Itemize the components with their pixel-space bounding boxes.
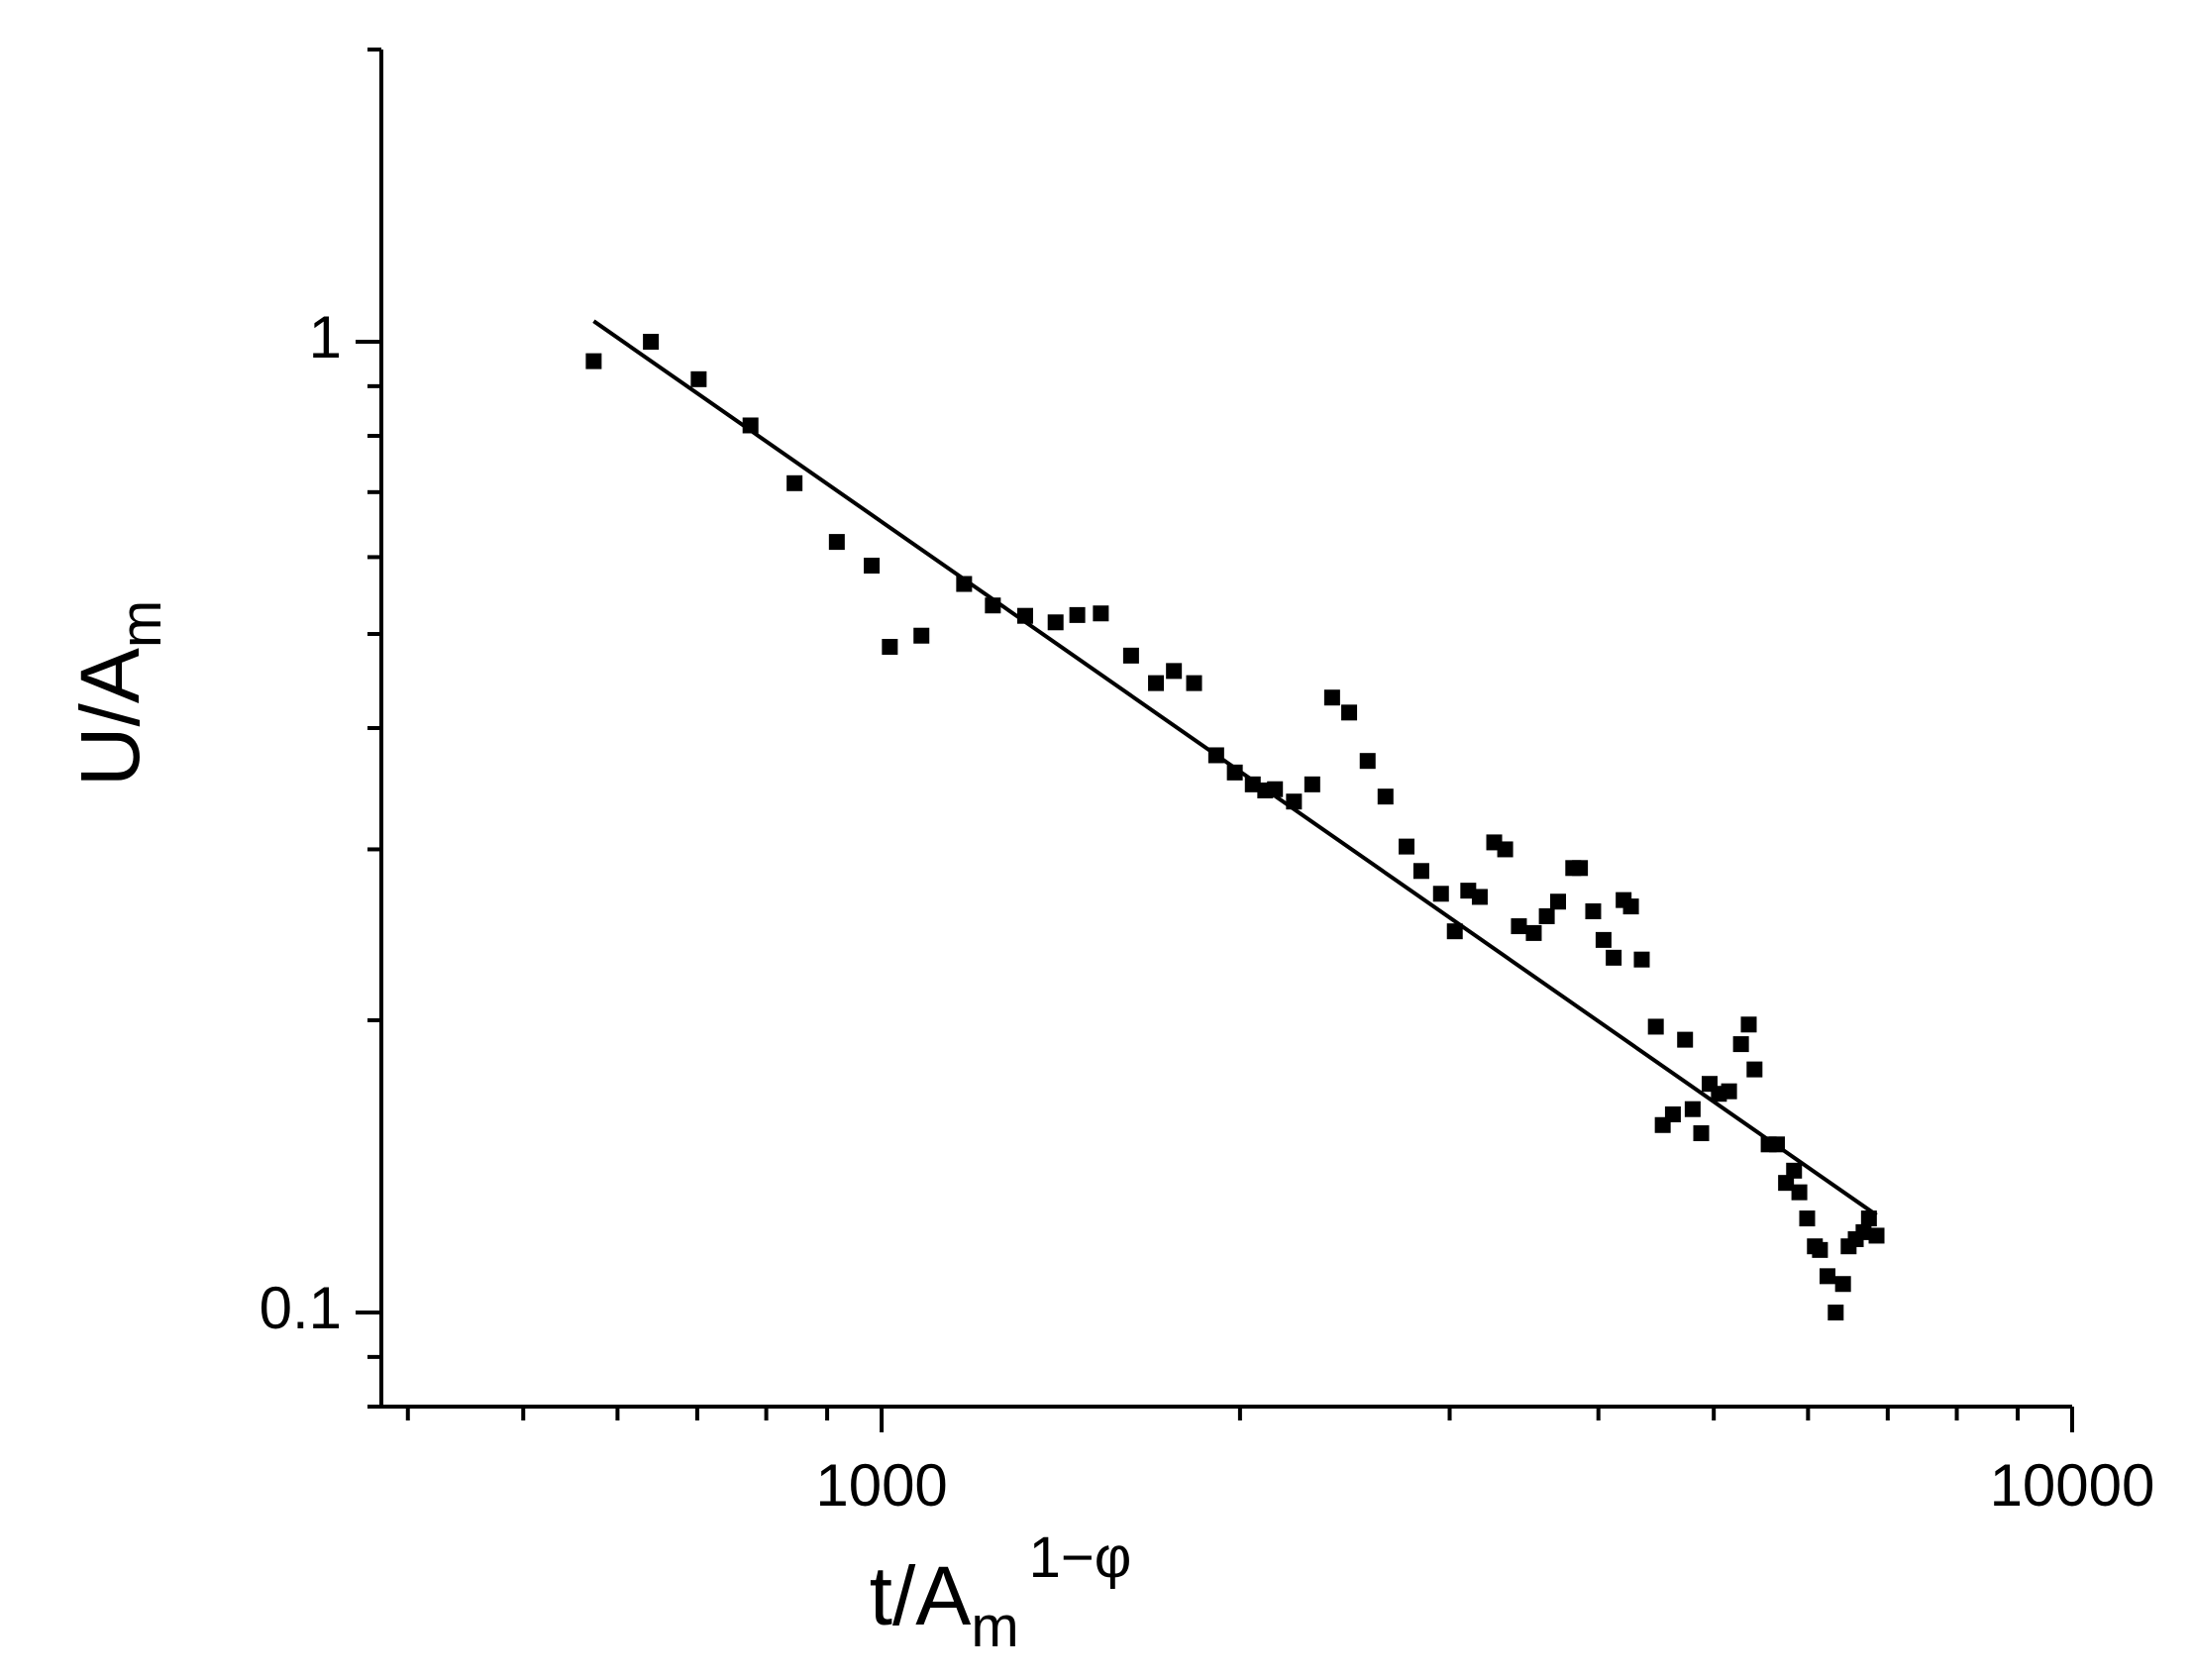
data-point <box>1855 1223 1872 1240</box>
data-point <box>864 558 881 575</box>
data-point <box>1732 1036 1749 1053</box>
data-point <box>1828 1305 1844 1321</box>
x-axis-title-subscript: m <box>971 1595 1018 1659</box>
data-point <box>1684 1101 1701 1117</box>
fit-line <box>592 319 1878 1217</box>
data-point <box>643 334 660 351</box>
y-tick-label: 0.1 <box>260 1275 342 1341</box>
data-point <box>1323 689 1340 706</box>
data-point <box>1799 1210 1816 1227</box>
x-axis-title: t/Am1−φ <box>870 1525 1132 1659</box>
data-point <box>882 638 898 655</box>
data-point <box>1746 1061 1763 1078</box>
data-point <box>1538 907 1555 924</box>
data-point <box>1740 1016 1757 1033</box>
data-point <box>1812 1241 1828 1258</box>
data-point <box>1122 647 1139 664</box>
data-point <box>1868 1227 1885 1244</box>
data-point <box>828 534 845 551</box>
data-point <box>585 353 602 369</box>
data-point <box>1647 1018 1664 1035</box>
y-axis-title-base: U/A <box>63 648 157 787</box>
data-point <box>1412 863 1429 880</box>
data-point <box>1069 606 1086 623</box>
y-axis-title: U/Am <box>63 600 173 787</box>
data-point <box>1633 951 1650 968</box>
data-point <box>1166 663 1183 680</box>
data-point <box>1304 776 1320 792</box>
data-point <box>1047 614 1064 631</box>
data-point <box>913 627 930 644</box>
data-point <box>1446 923 1463 940</box>
data-point <box>1093 605 1109 622</box>
data-point <box>1786 1162 1803 1179</box>
data-point <box>1819 1268 1835 1285</box>
data-point <box>1341 704 1358 721</box>
data-point <box>1778 1175 1795 1192</box>
data-point <box>1148 675 1165 691</box>
data-point <box>1471 889 1488 905</box>
x-axis-title-base: t/A <box>870 1549 972 1642</box>
data-point <box>1606 949 1622 966</box>
data-point <box>1622 898 1639 915</box>
data-point <box>1511 918 1527 935</box>
data-point <box>1677 1031 1694 1048</box>
data-point <box>1525 924 1542 941</box>
plot-area <box>356 48 2074 1432</box>
ticks <box>356 48 2074 1432</box>
data-point <box>1791 1184 1808 1201</box>
data-point <box>1497 841 1514 858</box>
data-point <box>1359 753 1376 770</box>
data-points <box>585 334 1885 1321</box>
data-point <box>1377 788 1394 805</box>
data-point <box>1834 1276 1851 1293</box>
data-point <box>1186 675 1202 691</box>
x-tick-label: 1000 <box>815 1452 947 1519</box>
y-axis-title-subscript: m <box>109 600 173 648</box>
data-point <box>786 474 803 491</box>
data-point <box>1693 1125 1710 1142</box>
data-point <box>1721 1083 1737 1100</box>
x-axis-title-superscript: 1−φ <box>1029 1525 1132 1590</box>
data-point <box>1432 886 1449 902</box>
data-point <box>1595 931 1612 948</box>
data-point <box>1664 1105 1681 1122</box>
data-point <box>1244 776 1261 792</box>
data-point <box>690 370 707 387</box>
y-tick-label: 1 <box>309 304 342 370</box>
data-point <box>1550 893 1567 910</box>
data-point <box>1399 838 1415 855</box>
x-tick-label: 10000 <box>1990 1452 2155 1519</box>
data-point <box>1572 860 1589 877</box>
data-point <box>1585 902 1602 919</box>
